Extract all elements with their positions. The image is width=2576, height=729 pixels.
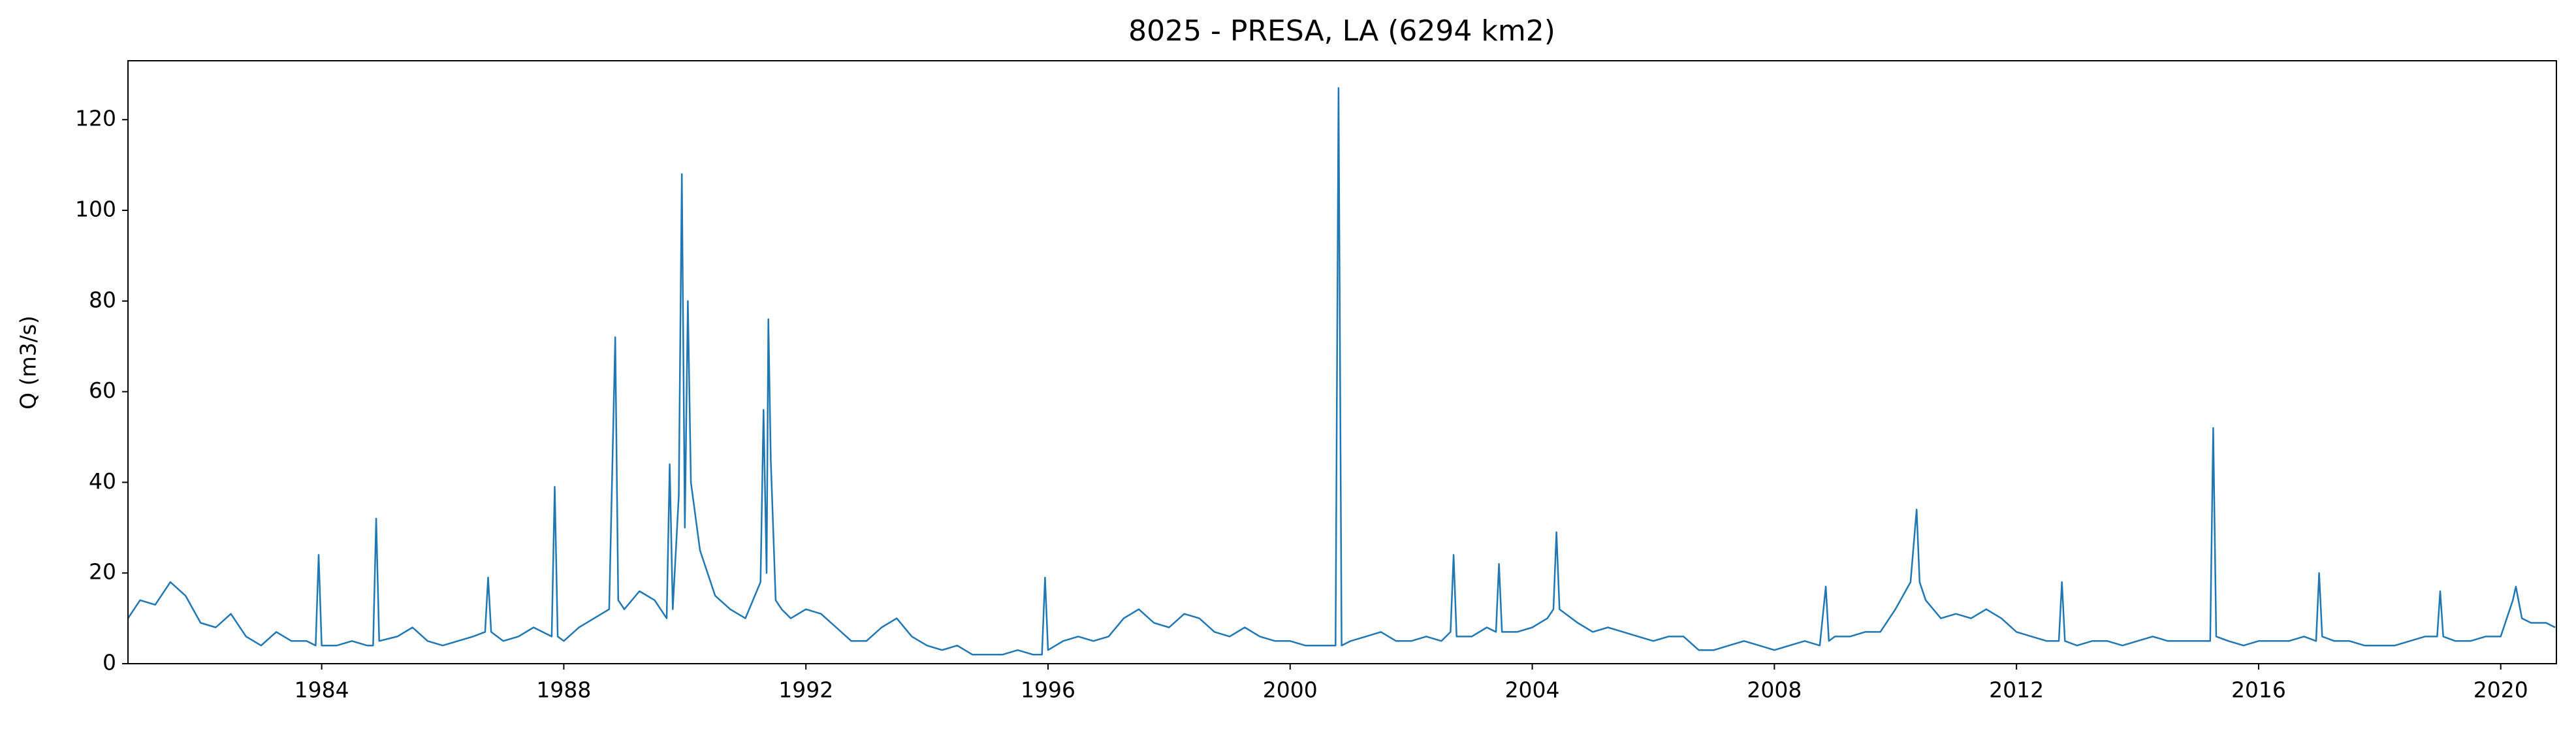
y-tick-label: 20 — [89, 559, 116, 585]
x-tick-label: 2008 — [1747, 677, 1802, 703]
y-tick-label: 60 — [89, 378, 116, 403]
x-tick-label: 2016 — [2231, 677, 2286, 703]
x-tick-label: 2020 — [2473, 677, 2528, 703]
x-tick-label: 2012 — [1989, 677, 2044, 703]
data-line — [127, 87, 2556, 656]
x-tick-label: 1992 — [778, 677, 833, 703]
y-tick-label: 0 — [103, 650, 116, 675]
y-tick-label: 40 — [89, 468, 116, 494]
x-tick-label: 1996 — [1021, 677, 1075, 703]
chart-title: 8025 - PRESA, LA (6294 km2) — [1128, 14, 1555, 48]
x-tick-label: 1988 — [536, 677, 591, 703]
y-tick-label: 80 — [89, 287, 116, 312]
y-tick-label: 100 — [75, 197, 116, 222]
x-tick-label: 2004 — [1505, 677, 1560, 703]
y-tick-label: 120 — [75, 106, 116, 131]
x-tick-label: 1984 — [294, 677, 349, 703]
y-axis-label: Q (m3/s) — [16, 316, 41, 410]
x-tick-label: 2000 — [1263, 677, 1318, 703]
plot-frame — [127, 60, 2557, 664]
